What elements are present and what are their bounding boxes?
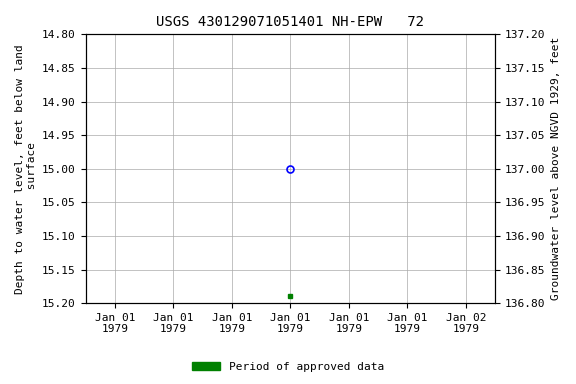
Y-axis label: Depth to water level, feet below land
 surface: Depth to water level, feet below land su… [15, 44, 37, 294]
Y-axis label: Groundwater level above NGVD 1929, feet: Groundwater level above NGVD 1929, feet [551, 37, 561, 300]
Legend: Period of approved data: Period of approved data [188, 358, 388, 377]
Title: USGS 430129071051401 NH-EPW   72: USGS 430129071051401 NH-EPW 72 [157, 15, 425, 29]
